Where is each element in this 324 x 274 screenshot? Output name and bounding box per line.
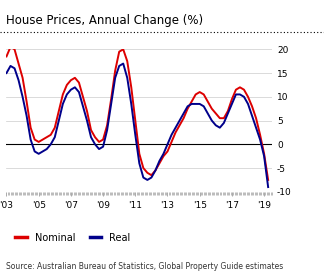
Legend: Nominal, Real: Nominal, Real (11, 229, 134, 247)
Text: House Prices, Annual Change (%): House Prices, Annual Change (%) (6, 14, 203, 27)
Text: Source: Australian Bureau of Statistics, Global Property Guide estimates: Source: Australian Bureau of Statistics,… (6, 262, 284, 271)
